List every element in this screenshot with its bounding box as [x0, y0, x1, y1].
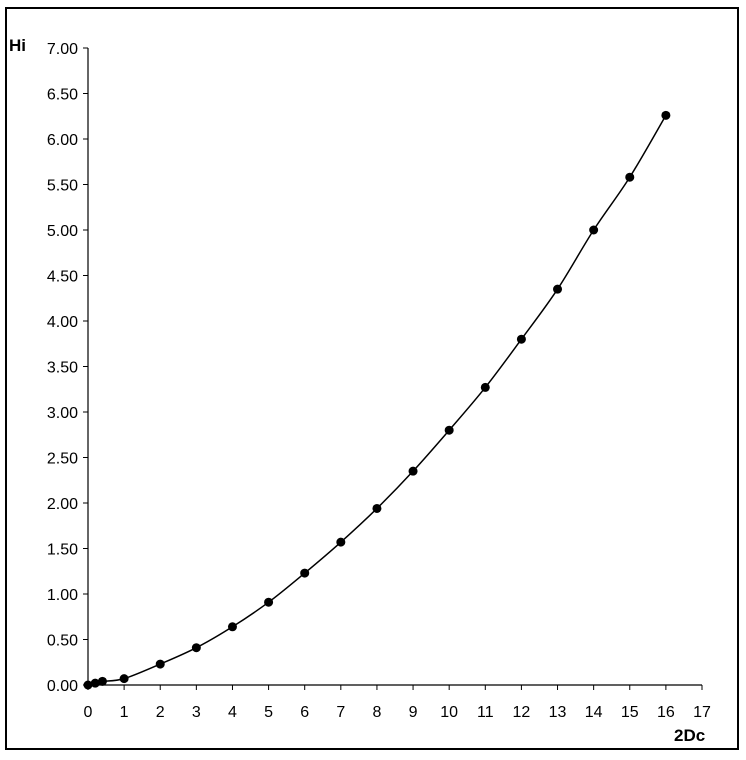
- data-point: [661, 110, 671, 120]
- data-point: [264, 597, 274, 607]
- x-tick-label: 14: [585, 704, 603, 721]
- x-axis-title: 2Dc: [674, 726, 705, 745]
- data-point: [300, 568, 310, 578]
- y-tick-label: 5.50: [47, 178, 78, 195]
- x-tick-label: 13: [549, 704, 567, 721]
- data-point: [97, 676, 107, 686]
- x-tick-label: 0: [84, 704, 93, 721]
- data-point: [119, 674, 129, 684]
- y-tick-label: 5.00: [47, 223, 78, 240]
- fit-curve: [87, 114, 667, 686]
- x-tick-label: 3: [192, 704, 201, 721]
- data-point: [90, 678, 100, 688]
- y-tick-label: 2.50: [47, 451, 78, 468]
- chart-frame: 0.00 0.50 1.00 1.50 2.00 2.50 3.00 3.50 4.00 4.50…: [5, 7, 739, 750]
- x-tick-label: 5: [264, 704, 273, 721]
- data-point: [191, 643, 201, 653]
- data-points: [83, 110, 671, 690]
- data-point: [516, 334, 526, 344]
- y-tick-label: 4.00: [47, 314, 78, 331]
- x-tick-label: 9: [409, 704, 418, 721]
- data-point: [227, 622, 237, 632]
- data-point: [155, 659, 165, 669]
- data-point: [408, 466, 418, 476]
- data-point: [372, 503, 382, 513]
- x-tick-label: 1: [120, 704, 129, 721]
- y-tick-label: 1.00: [47, 587, 78, 604]
- data-point: [480, 382, 490, 392]
- y-tick-label: 6.00: [47, 132, 78, 149]
- y-tick-label: 0.50: [47, 633, 78, 650]
- y-tick-label: 6.50: [47, 87, 78, 104]
- x-tick-label: 11: [477, 704, 494, 721]
- ticks: 0.00 0.50 1.00 1.50 2.00 2.50 3.00 3.50 4.00 4.50…: [47, 41, 711, 721]
- y-tick-label: 2.00: [47, 496, 78, 513]
- data-point: [553, 284, 563, 294]
- y-tick-label: 0.00: [47, 678, 78, 695]
- x-tick-label: 12: [513, 704, 531, 721]
- x-tick-label: 4: [228, 704, 237, 721]
- x-tick-label: 10: [440, 704, 458, 721]
- scatter-plot: 0.00 0.50 1.00 1.50 2.00 2.50 3.00 3.50 4.00 4.50…: [9, 36, 711, 745]
- x-tick-label: 17: [693, 704, 711, 721]
- x-tick-label: 2: [156, 704, 165, 721]
- y-axis-title: Hi: [9, 36, 26, 55]
- data-point: [336, 537, 346, 547]
- x-tick-label: 6: [300, 704, 309, 721]
- data-point: [83, 680, 93, 690]
- y-tick-label: 1.50: [47, 542, 78, 559]
- x-tick-label: 15: [621, 704, 639, 721]
- data-point: [444, 425, 454, 435]
- data-point: [625, 172, 635, 182]
- y-tick-label: 7.00: [47, 41, 78, 58]
- x-tick-label: 7: [336, 704, 345, 721]
- y-tick-label: 3.00: [47, 405, 78, 422]
- x-tick-label: 8: [372, 704, 381, 721]
- y-tick-label: 4.50: [47, 269, 78, 286]
- y-tick-label: 3.50: [47, 360, 78, 377]
- axes: [87, 48, 702, 686]
- data-point: [589, 225, 599, 235]
- x-tick-label: 16: [657, 704, 675, 721]
